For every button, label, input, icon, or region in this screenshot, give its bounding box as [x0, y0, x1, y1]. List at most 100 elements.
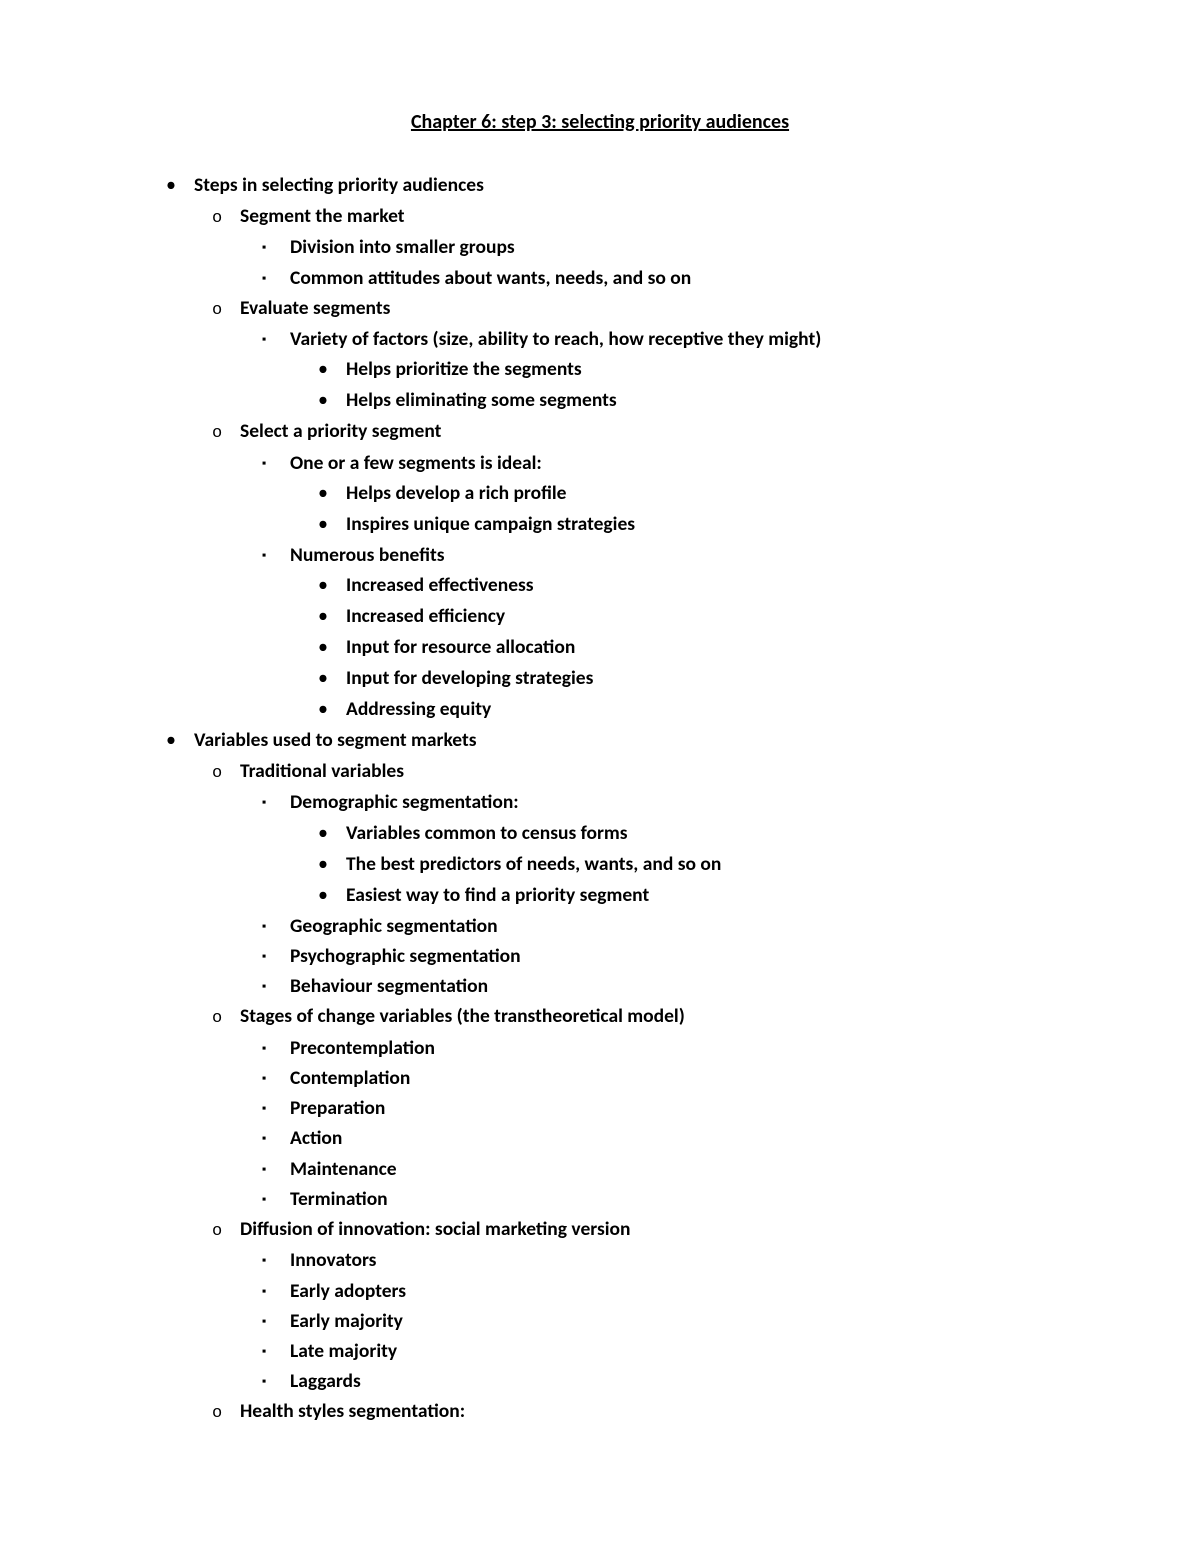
sq-bullet-icon [262, 1184, 290, 1214]
sq-bullet-icon [262, 1366, 290, 1396]
list-item: Select a priority segment [140, 416, 1060, 447]
list-item-text: Late majority [290, 1336, 1060, 1366]
list-item: Precontemplation [140, 1033, 1060, 1063]
list-item-text: Increased efficiency [346, 601, 1060, 631]
list-item-text: Inspires unique campaign strategies [346, 509, 1060, 539]
list-item: Diffusion of innovation: social marketin… [140, 1214, 1060, 1245]
list-item: Variables used to segment markets [140, 725, 1060, 756]
list-item-text: Input for resource allocation [346, 632, 1060, 662]
disc-bullet-icon [318, 880, 346, 911]
sq-bullet-icon [262, 324, 290, 354]
disc-bullet-icon [318, 570, 346, 601]
list-item-text: Health styles segmentation: [240, 1396, 1060, 1426]
list-item-text: The best predictors of needs, wants, and… [346, 849, 1060, 879]
list-item: Evaluate segments [140, 293, 1060, 324]
list-item: Division into smaller groups [140, 232, 1060, 262]
circ-bullet-icon [212, 1396, 240, 1427]
list-item: Termination [140, 1184, 1060, 1214]
list-item-text: Early adopters [290, 1276, 1060, 1306]
list-item: Easiest way to find a priority segment [140, 880, 1060, 911]
sq-bullet-icon [262, 540, 290, 570]
list-item: Inspires unique campaign strategies [140, 509, 1060, 540]
list-item-text: Helps prioritize the segments [346, 354, 1060, 384]
disc-bullet-icon [318, 478, 346, 509]
sq-bullet-icon [262, 911, 290, 941]
sq-bullet-icon [262, 1306, 290, 1336]
sq-bullet-icon [262, 1336, 290, 1366]
list-item-text: Termination [290, 1184, 1060, 1214]
document-page: Chapter 6: step 3: selecting priority au… [0, 0, 1200, 1488]
list-item-text: Increased effectiveness [346, 570, 1060, 600]
disc-bullet-icon [318, 818, 346, 849]
list-item: Preparation [140, 1093, 1060, 1123]
list-item: One or a few segments is ideal: [140, 448, 1060, 478]
list-item: Stages of change variables (the transthe… [140, 1001, 1060, 1032]
list-item: Addressing equity [140, 694, 1060, 725]
list-item: Segment the market [140, 201, 1060, 232]
disc-bullet-icon [318, 632, 346, 663]
list-item-text: Numerous benefits [290, 540, 1060, 570]
sq-bullet-icon [262, 941, 290, 971]
list-item: Increased efficiency [140, 601, 1060, 632]
list-item-text: Input for developing strategies [346, 663, 1060, 693]
list-item-text: Behaviour segmentation [290, 971, 1060, 1001]
list-item-text: Precontemplation [290, 1033, 1060, 1063]
sq-bullet-icon [262, 232, 290, 262]
sq-bullet-icon [262, 1033, 290, 1063]
circ-bullet-icon [212, 1214, 240, 1245]
list-item: Variables common to census forms [140, 818, 1060, 849]
list-item-text: Psychographic segmentation [290, 941, 1060, 971]
list-item-text: Helps develop a rich profile [346, 478, 1060, 508]
list-item-text: Geographic segmentation [290, 911, 1060, 941]
list-item-text: Common attitudes about wants, needs, and… [290, 263, 1060, 293]
sq-bullet-icon [262, 1093, 290, 1123]
list-item: Late majority [140, 1336, 1060, 1366]
sq-bullet-icon [262, 1063, 290, 1093]
circ-bullet-icon [212, 201, 240, 232]
list-item: Demographic segmentation: [140, 787, 1060, 817]
disc-bullet-icon [318, 509, 346, 540]
list-item: Geographic segmentation [140, 911, 1060, 941]
sq-bullet-icon [262, 971, 290, 1001]
list-item: The best predictors of needs, wants, and… [140, 849, 1060, 880]
list-item: Health styles segmentation: [140, 1396, 1060, 1427]
list-item-text: Demographic segmentation: [290, 787, 1060, 817]
list-item: Numerous benefits [140, 540, 1060, 570]
disc-bullet-icon [166, 170, 194, 201]
list-item-text: Segment the market [240, 201, 1060, 231]
sq-bullet-icon [262, 448, 290, 478]
list-item: Early adopters [140, 1276, 1060, 1306]
list-item: Behaviour segmentation [140, 971, 1060, 1001]
list-item: Common attitudes about wants, needs, and… [140, 263, 1060, 293]
list-item: Innovators [140, 1245, 1060, 1275]
list-item: Helps develop a rich profile [140, 478, 1060, 509]
circ-bullet-icon [212, 756, 240, 787]
list-item-text: Addressing equity [346, 694, 1060, 724]
disc-bullet-icon [318, 694, 346, 725]
list-item-text: Stages of change variables (the transthe… [240, 1001, 1060, 1031]
list-item-text: Early majority [290, 1306, 1060, 1336]
list-item-text: Variety of factors (size, ability to rea… [290, 324, 1060, 354]
list-item-text: Action [290, 1123, 1060, 1153]
list-item: Input for developing strategies [140, 663, 1060, 694]
list-item-text: Preparation [290, 1093, 1060, 1123]
list-item: Increased effectiveness [140, 570, 1060, 601]
disc-bullet-icon [318, 354, 346, 385]
disc-bullet-icon [318, 601, 346, 632]
list-item-text: One or a few segments is ideal: [290, 448, 1060, 478]
sq-bullet-icon [262, 1123, 290, 1153]
disc-bullet-icon [318, 849, 346, 880]
list-item-text: Diffusion of innovation: social marketin… [240, 1214, 1060, 1244]
list-item-text: Maintenance [290, 1154, 1060, 1184]
list-item: Contemplation [140, 1063, 1060, 1093]
sq-bullet-icon [262, 787, 290, 817]
list-item: Variety of factors (size, ability to rea… [140, 324, 1060, 354]
list-item-text: Variables used to segment markets [194, 725, 1060, 755]
list-item: Steps in selecting priority audiences [140, 170, 1060, 201]
list-item: Psychographic segmentation [140, 941, 1060, 971]
circ-bullet-icon [212, 293, 240, 324]
sq-bullet-icon [262, 1154, 290, 1184]
disc-bullet-icon [318, 663, 346, 694]
list-item-text: Division into smaller groups [290, 232, 1060, 262]
list-item-text: Innovators [290, 1245, 1060, 1275]
